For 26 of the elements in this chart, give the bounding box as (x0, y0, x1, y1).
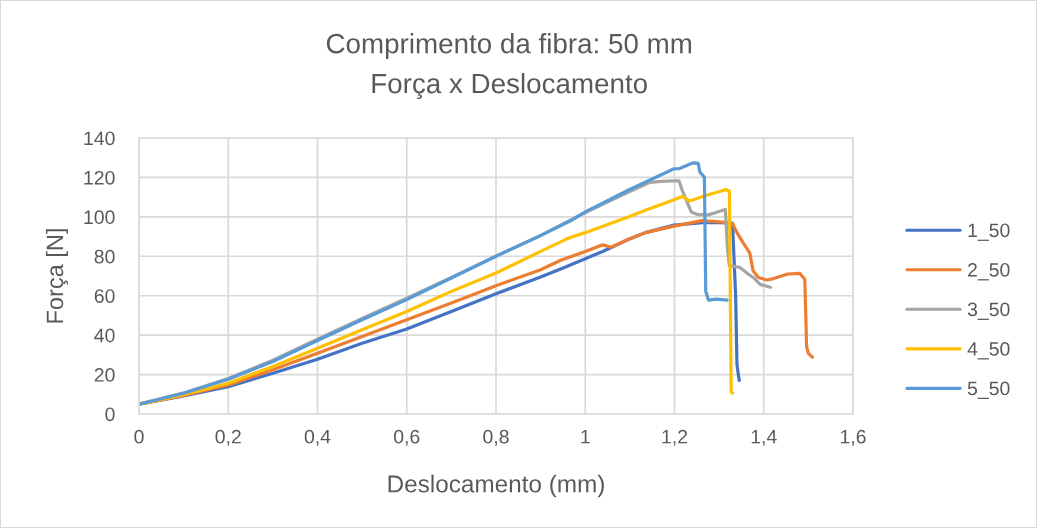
legend-label: 1_50 (968, 223, 1010, 241)
y-tick-label: 0 (105, 407, 115, 422)
x-axis-title: Deslocamento (mm) (388, 474, 604, 498)
y-tick-label: 120 (84, 170, 115, 185)
x-tick-label: 0,4 (304, 429, 331, 446)
y-tick-label: 140 (84, 131, 115, 146)
legend-label: 3_50 (967, 302, 1010, 320)
x-tick-label: 1,2 (662, 429, 688, 446)
x-tick-label: 0,8 (483, 429, 509, 446)
chart-title: Comprimento da fibra: 50 mm (326, 33, 692, 59)
x-tick-label: 0 (134, 429, 144, 444)
x-tick-label: 0,2 (215, 429, 241, 446)
y-axis-title: Força [N] (45, 229, 69, 323)
y-tick-label: 100 (84, 210, 115, 225)
x-tick-label: 0,6 (394, 429, 420, 446)
y-tick-label: 80 (94, 249, 115, 264)
chart-subtitle: Força x Deslocamento (372, 72, 647, 100)
y-tick-label: 60 (94, 289, 115, 303)
x-tick-label: 1,4 (751, 429, 777, 446)
y-tick-label: 40 (94, 328, 115, 343)
legend-label: 5_50 (967, 381, 1010, 399)
y-tick-label: 20 (94, 368, 115, 382)
x-tick-label: 1 (581, 429, 590, 444)
legend-label: 4_50 (967, 342, 1010, 360)
x-tick-label: 1,6 (840, 429, 866, 446)
legend-label: 2_50 (968, 262, 1010, 281)
